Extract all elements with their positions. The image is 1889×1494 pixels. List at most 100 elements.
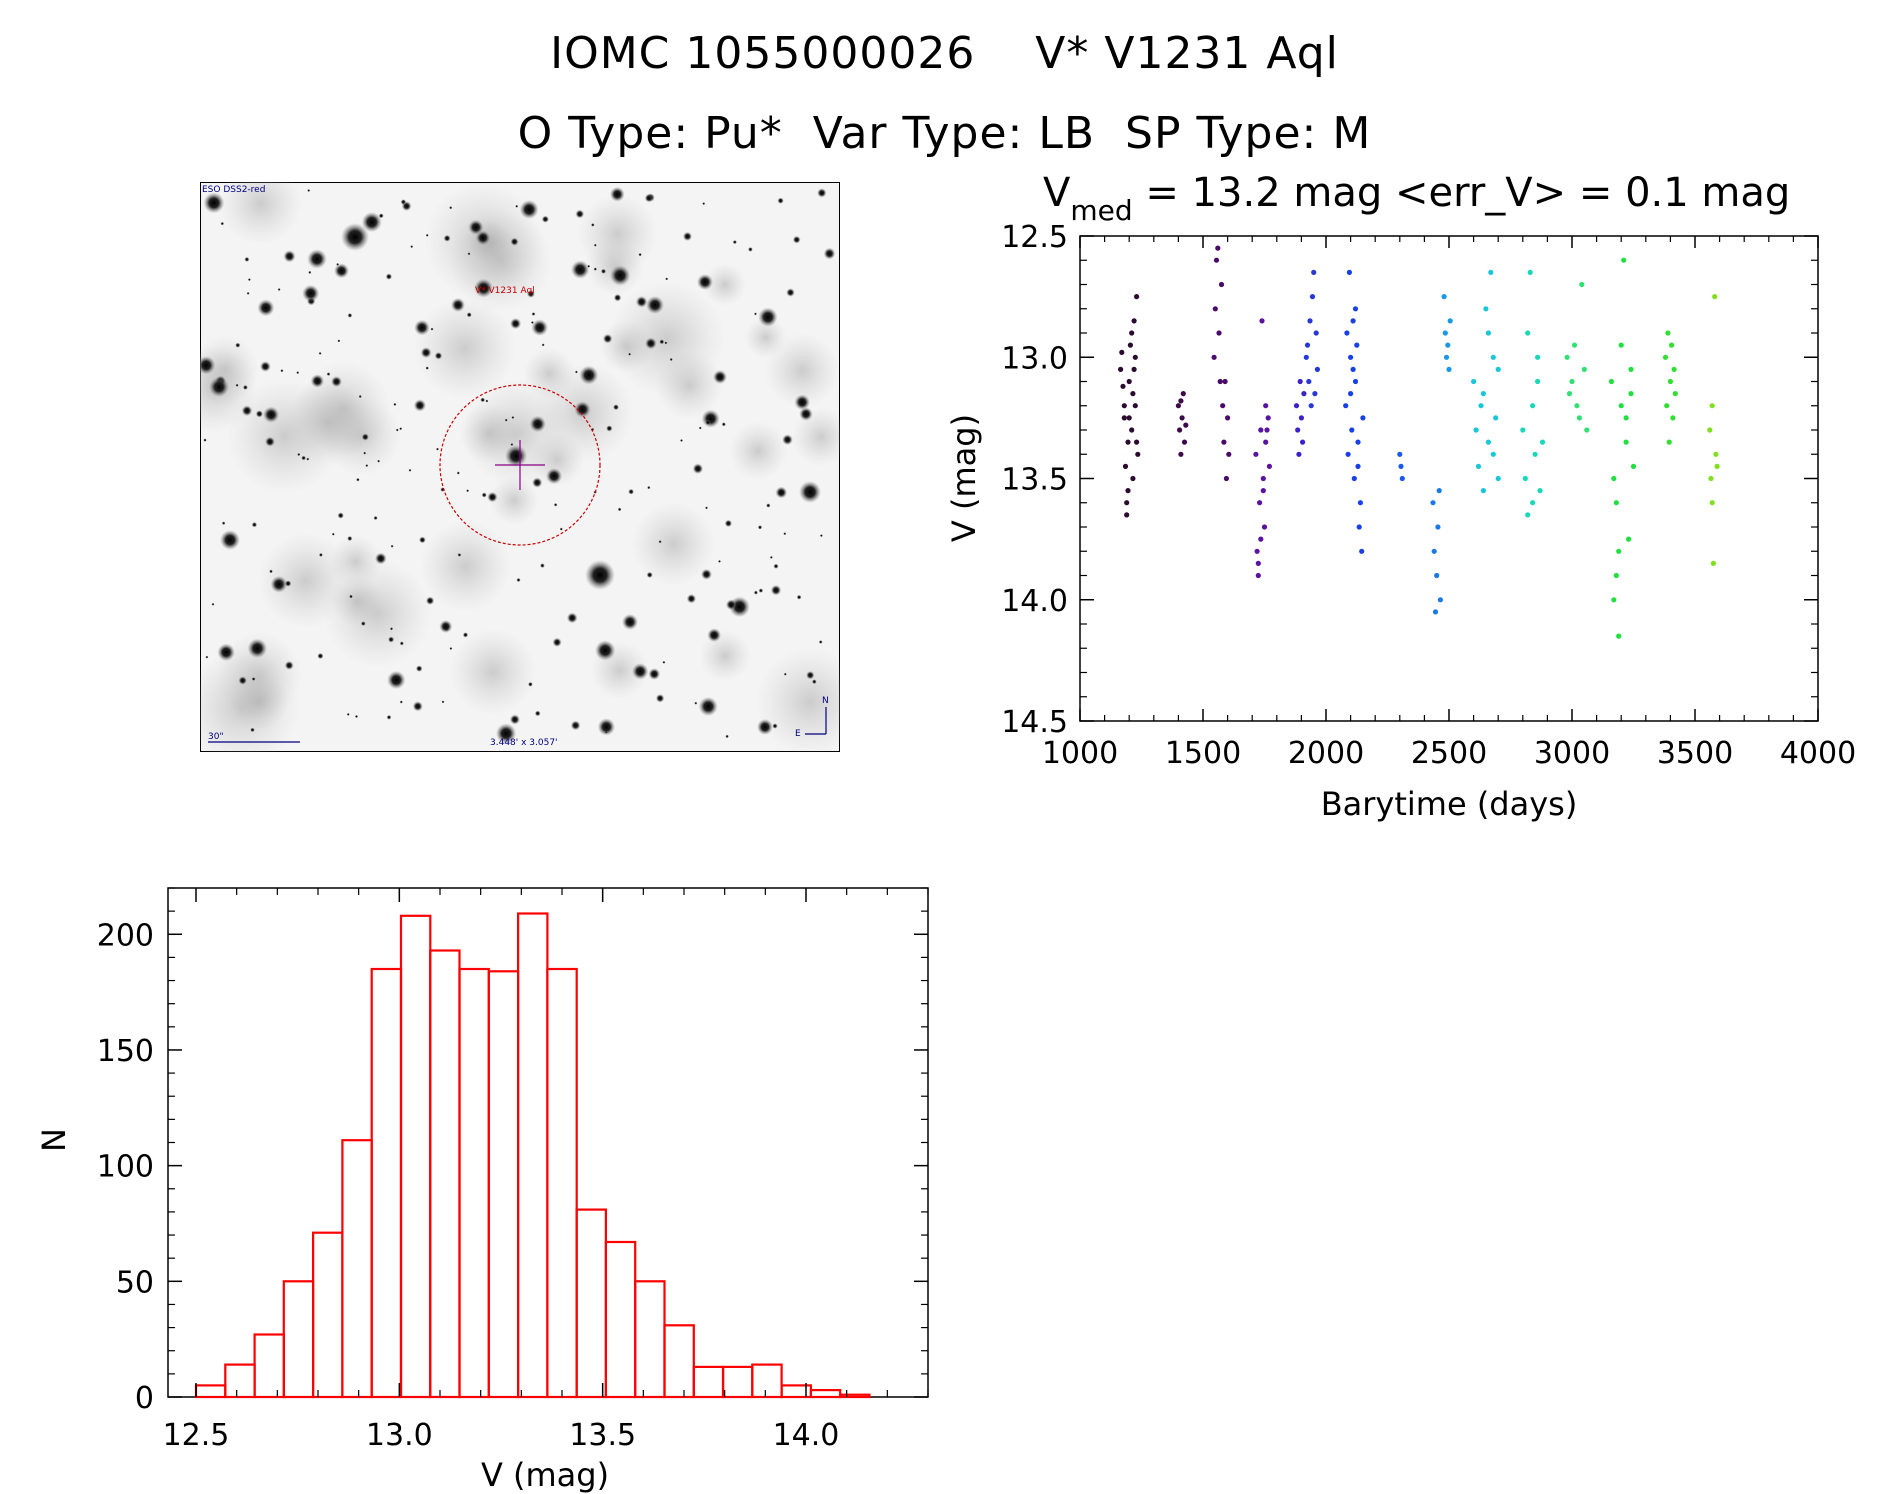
star <box>280 369 284 373</box>
data-point <box>1623 439 1629 445</box>
x-tick-label: 1000 <box>1042 736 1118 771</box>
star <box>468 219 484 235</box>
x-tick-label: 2000 <box>1288 736 1364 771</box>
star <box>385 273 393 280</box>
star <box>425 596 435 605</box>
star <box>393 402 397 406</box>
data-point <box>1355 439 1361 445</box>
star <box>443 234 451 242</box>
star <box>399 427 403 431</box>
star <box>593 243 597 247</box>
star <box>430 327 434 331</box>
data-point <box>1480 488 1486 494</box>
star <box>692 463 704 475</box>
star <box>591 223 595 227</box>
star <box>373 515 378 521</box>
star <box>238 676 247 685</box>
data-point <box>1308 403 1314 409</box>
star <box>818 640 823 644</box>
histogram-bar <box>458 967 490 1399</box>
star <box>682 231 693 241</box>
star <box>387 670 406 690</box>
star <box>559 527 563 531</box>
y-tick-label: 50 <box>116 1265 154 1300</box>
nebulosity-blob <box>489 475 539 525</box>
star <box>318 552 323 557</box>
data-point <box>1296 451 1302 457</box>
star <box>658 540 662 544</box>
data-point <box>1535 378 1541 385</box>
x-tick-label: 3500 <box>1657 736 1733 771</box>
bright-star <box>697 274 713 290</box>
star <box>698 426 702 430</box>
star <box>528 681 533 687</box>
compass-north-label: N <box>822 696 829 706</box>
histogram-bar <box>839 1393 871 1399</box>
bright-star <box>341 223 369 251</box>
star <box>609 265 631 286</box>
star <box>408 468 412 472</box>
data-point <box>1259 318 1265 324</box>
data-point <box>1576 415 1582 421</box>
data-point <box>1215 245 1221 251</box>
data-point <box>1608 378 1614 385</box>
star <box>794 394 810 410</box>
star <box>806 671 815 680</box>
data-point <box>1263 403 1269 409</box>
data-point <box>1175 403 1181 409</box>
bright-star <box>451 298 465 312</box>
star <box>786 288 795 297</box>
star <box>698 696 718 717</box>
star <box>363 451 367 455</box>
star <box>247 278 251 282</box>
star <box>346 712 350 716</box>
y-tick-label: 150 <box>97 1034 154 1069</box>
data-point <box>1535 354 1541 360</box>
x-tick-label: 3000 <box>1534 736 1610 771</box>
data-point <box>1532 451 1538 457</box>
data-point <box>1665 330 1671 336</box>
star <box>758 307 778 327</box>
star <box>628 488 634 495</box>
star <box>456 471 460 475</box>
data-point <box>1307 318 1313 324</box>
data-point <box>1613 500 1619 506</box>
histogram-bar <box>604 1240 637 1399</box>
star <box>449 206 453 210</box>
nebulosity-blob <box>764 333 840 409</box>
histogram-bar <box>692 1365 725 1399</box>
star <box>617 507 622 512</box>
data-point <box>1297 378 1303 385</box>
star <box>374 552 387 565</box>
nebulosity-blob <box>608 280 726 397</box>
data-point <box>1581 366 1587 372</box>
data-point <box>1527 269 1533 275</box>
data-point <box>1435 524 1441 530</box>
data-point <box>1348 391 1354 397</box>
data-point <box>1712 294 1718 300</box>
star <box>217 643 235 662</box>
star <box>475 230 491 246</box>
histogram-bar <box>546 967 578 1399</box>
data-point <box>1309 294 1316 300</box>
data-point <box>1664 403 1670 409</box>
star <box>754 312 757 316</box>
star <box>769 555 773 559</box>
histogram-bar <box>194 1384 227 1399</box>
histogram-bar <box>370 967 403 1399</box>
nebulosity-blob <box>699 630 751 682</box>
data-point <box>1183 422 1189 428</box>
data-point <box>1398 463 1404 469</box>
data-point <box>1616 548 1622 554</box>
star <box>534 710 541 717</box>
bright-star <box>585 560 615 590</box>
x-tick-label: 14.0 <box>773 1418 840 1453</box>
bright-star <box>713 370 727 384</box>
star <box>317 652 324 660</box>
star <box>439 620 453 633</box>
nebulosity-blob <box>728 421 788 481</box>
nebulosity-blob <box>219 182 303 246</box>
star <box>772 723 778 729</box>
histogram-bar <box>487 970 520 1399</box>
star <box>632 663 649 680</box>
